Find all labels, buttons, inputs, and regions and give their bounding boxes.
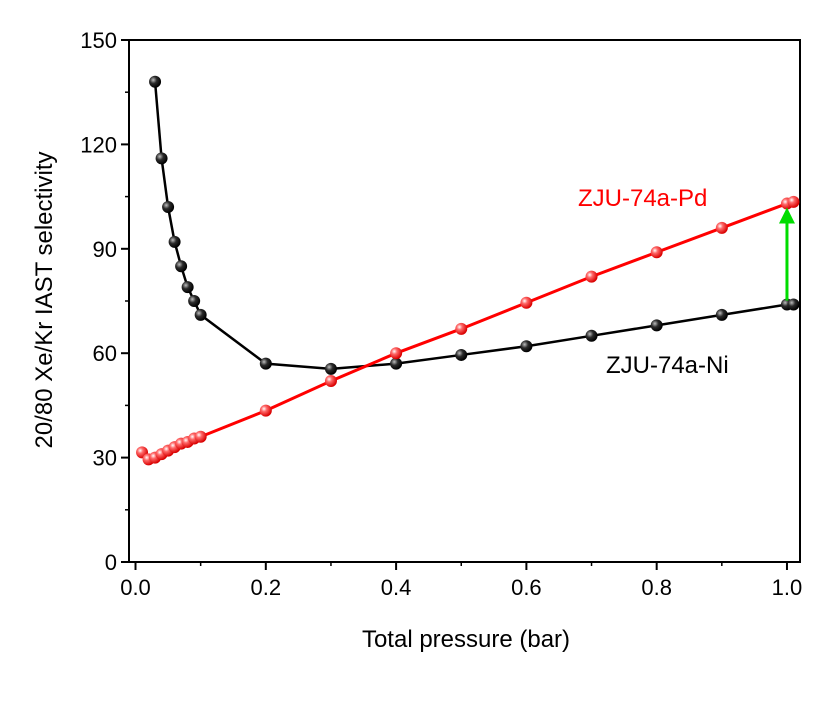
data-point-pd (455, 322, 468, 335)
data-point-ni (787, 298, 800, 311)
data-point-ni (715, 308, 728, 321)
x-tick-label: 0.6 (511, 575, 542, 600)
data-point-ni (168, 235, 181, 248)
series-line-pd (140, 200, 794, 462)
data-point-pd (715, 221, 728, 234)
x-tick-label: 0.0 (120, 575, 151, 600)
x-tick-label: 1.0 (772, 575, 803, 600)
y-tick-label: 150 (80, 28, 117, 53)
data-point-ni (650, 319, 663, 332)
x-tick-label: 0.4 (381, 575, 412, 600)
data-point-ni (585, 329, 598, 342)
data-point-pd (520, 296, 533, 309)
data-point-ni (181, 281, 194, 294)
data-point-ni (259, 357, 272, 370)
data-point-pd (650, 246, 663, 259)
data-point-ni (155, 152, 168, 165)
data-point-pd (259, 404, 272, 417)
data-point-pd (324, 375, 337, 388)
series-line-ni (153, 81, 794, 371)
y-tick-label: 60 (93, 341, 117, 366)
y-tick-label: 120 (80, 132, 117, 157)
x-axis-title: Total pressure (bar) (362, 626, 570, 653)
data-point-ni (162, 201, 175, 214)
series-layer (136, 75, 800, 466)
data-point-ni (194, 308, 207, 321)
y-axis-title: 20/80 Xe/Kr IAST selectivity (31, 151, 58, 448)
data-point-pd (390, 347, 403, 360)
data-point-pd (194, 430, 207, 443)
data-point-ni (149, 75, 162, 88)
y-tick-label: 90 (93, 237, 117, 262)
data-point-ni (324, 362, 337, 375)
data-point-ni (390, 357, 403, 370)
y-tick-label: 30 (93, 446, 117, 471)
selectivity-gain-arrowhead (778, 207, 795, 224)
data-point-pd (585, 270, 598, 283)
x-tick-label: 0.8 (641, 575, 672, 600)
data-point-pd (787, 195, 800, 208)
data-point-ni (520, 340, 533, 353)
series-label-ni: ZJU-74a-Ni (606, 352, 729, 379)
plot-area (128, 39, 801, 563)
x-tick-label: 0.2 (251, 575, 282, 600)
plot-frame (128, 39, 801, 563)
data-point-ni (175, 260, 188, 273)
data-point-ni (188, 295, 201, 307)
annotation-layer (778, 207, 795, 301)
y-tick-label: 0 (105, 550, 117, 575)
ticks-layer: 0.0 0.2 0.4 0.6 0.8 1.0 0 30 60 90 120 150 (80, 28, 802, 600)
series-label-pd: ZJU-74a-Pd (578, 185, 707, 212)
data-point-ni (455, 348, 468, 361)
